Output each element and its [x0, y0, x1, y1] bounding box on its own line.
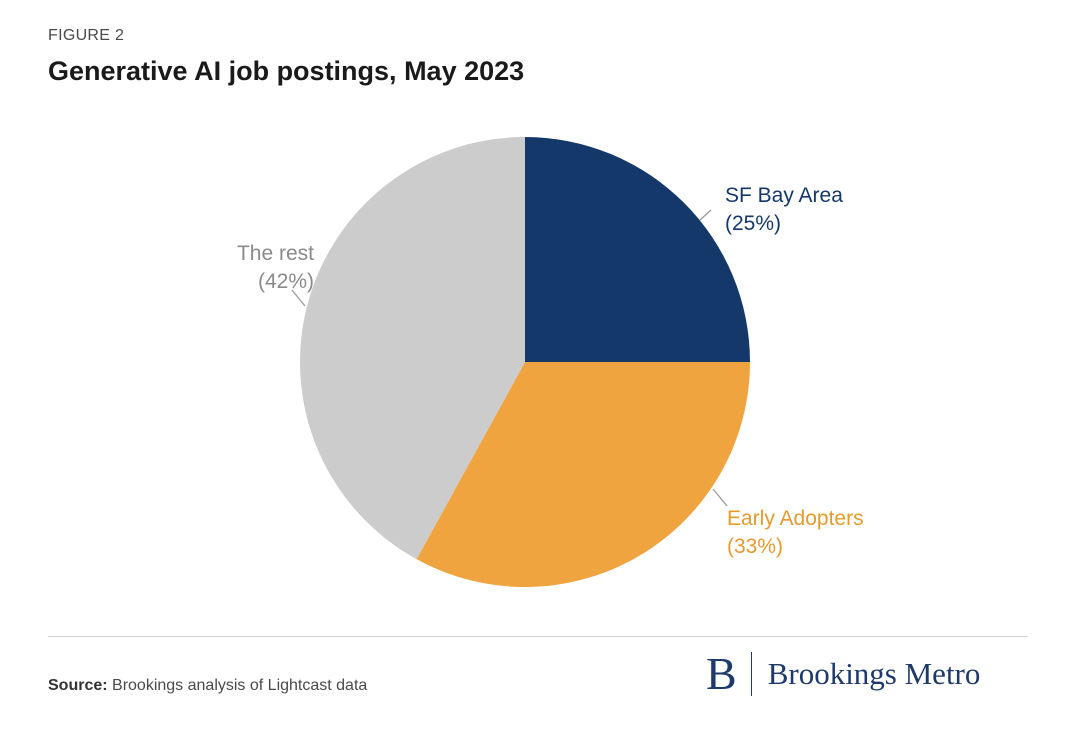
- brookings-metro-logo: B Brookings Metro: [706, 649, 980, 699]
- pie-chart: SF Bay Area (25%) Early Adopters (33%) The r…: [237, 137, 864, 587]
- figure-number: FIGURE 2: [48, 27, 125, 44]
- source-text: Brookings analysis of Lightcast data: [112, 677, 368, 694]
- source-note: Source: Brookings analysis of Lightcast …: [48, 677, 367, 695]
- source-label: Source:: [48, 677, 108, 694]
- logo-separator: [750, 652, 752, 696]
- logo-wordmark: Brookings Metro: [767, 656, 981, 691]
- pie-slice-the-rest: [300, 137, 525, 560]
- pie-slice-sf-bay-area: [525, 137, 750, 362]
- slice-label: Early Adopters (33%): [727, 507, 864, 558]
- leader-line: [712, 488, 728, 507]
- footer-divider: [48, 636, 1028, 637]
- slice-label: SF Bay Area (25%): [725, 184, 843, 235]
- chart-title: Generative AI job postings, May 2023: [48, 56, 525, 86]
- leader-line: [699, 209, 712, 221]
- leader-line: [291, 289, 306, 307]
- logo-b-mark: B: [706, 648, 737, 699]
- slice-label: The rest (42%): [237, 242, 314, 293]
- pie-slice-early-adopters: [416, 362, 750, 587]
